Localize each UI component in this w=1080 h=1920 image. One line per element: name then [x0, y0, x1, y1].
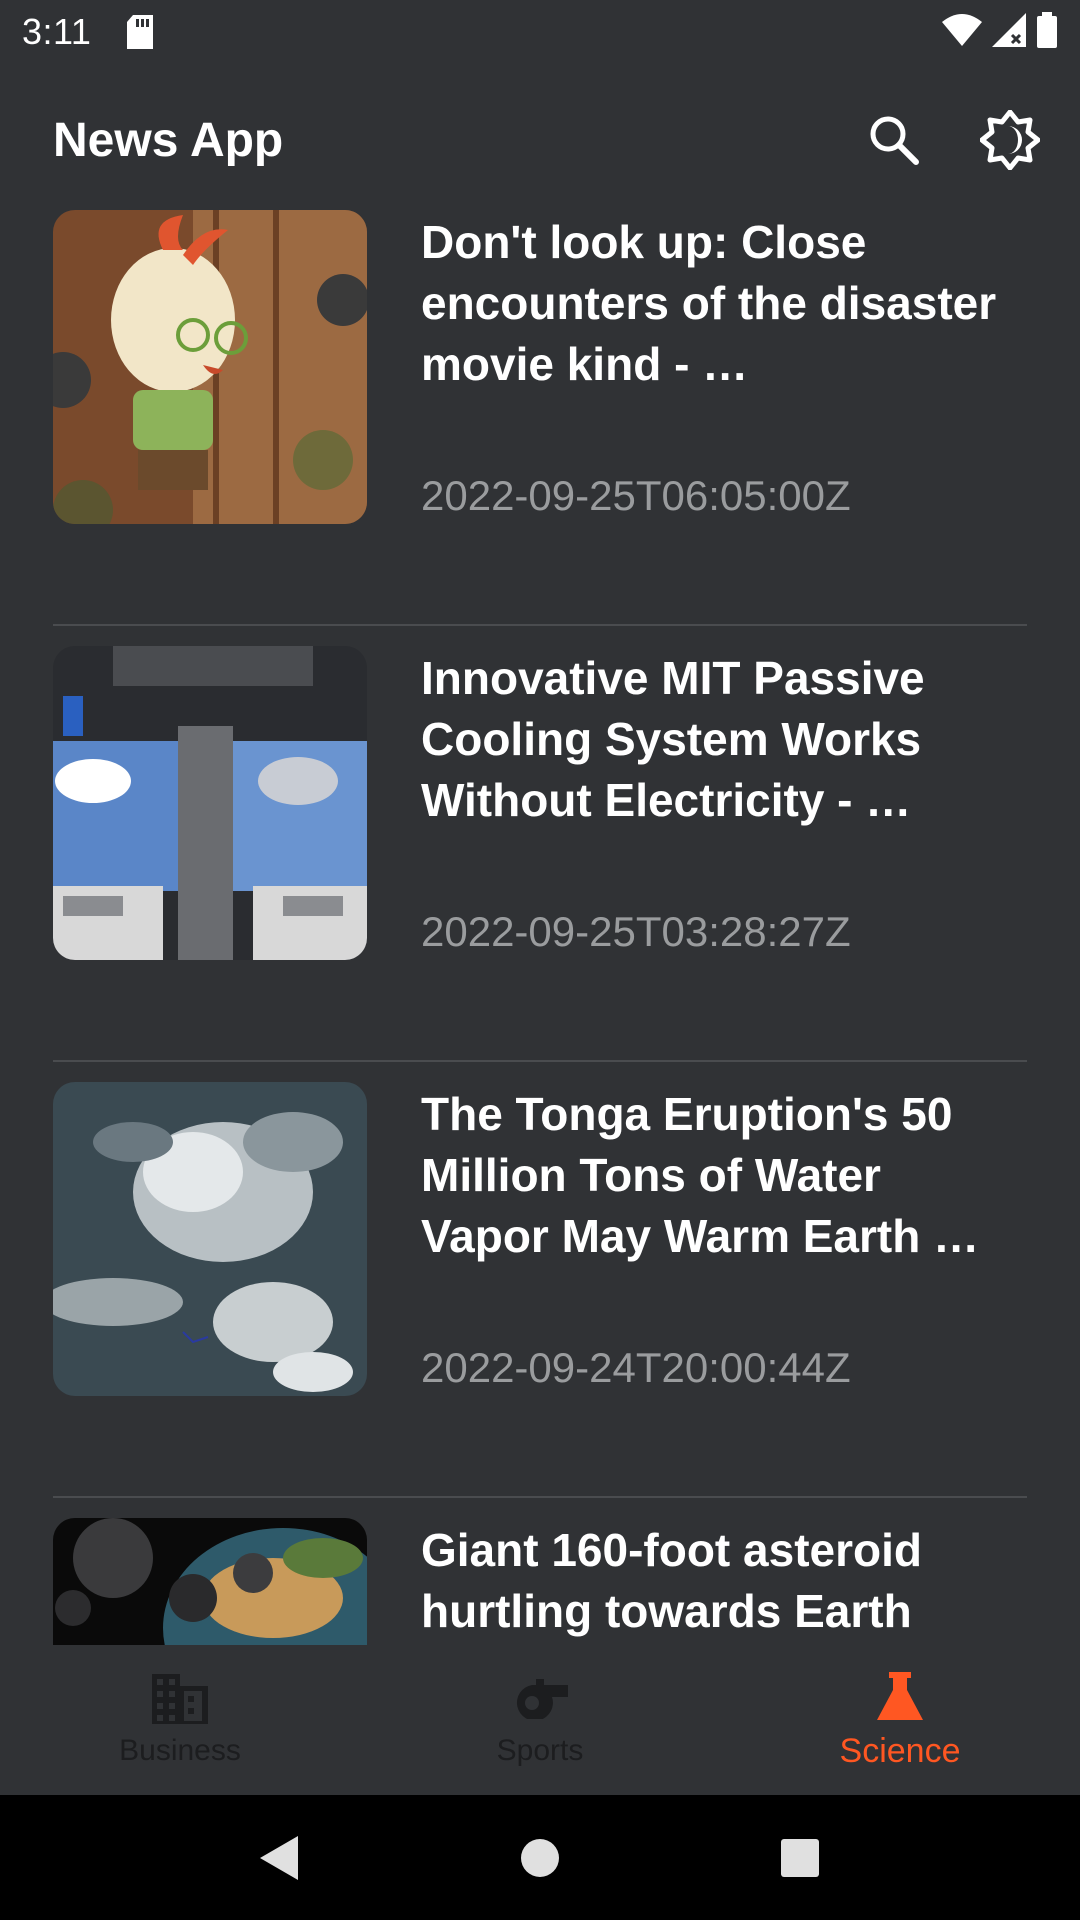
flask-icon	[870, 1670, 930, 1724]
nav-label: Science	[839, 1731, 961, 1770]
sd-card-icon	[125, 15, 155, 49]
news-title: The Tonga Eruption's 50 Million Tons of …	[421, 1088, 980, 1262]
app-title: News App	[53, 113, 284, 167]
news-date: 2022-09-25T06:05:00Z	[421, 472, 851, 519]
home-icon	[521, 1838, 559, 1877]
status-icons	[942, 11, 1058, 53]
whistle-icon	[510, 1672, 570, 1726]
news-thumbnail	[53, 210, 367, 524]
recents-icon	[781, 1838, 819, 1877]
building-icon	[150, 1672, 210, 1726]
news-item[interactable]: The Tonga Eruption's 50 Million Tons of …	[53, 1062, 1027, 1498]
theme-toggle-button[interactable]	[970, 100, 1050, 180]
news-item[interactable]: Giant 160-foot asteroid hurtling towards…	[53, 1498, 1027, 1645]
signal-icon	[992, 12, 1026, 52]
news-title: Don't look up: Close encounters of the d…	[421, 216, 997, 390]
back-button[interactable]	[250, 1828, 310, 1888]
status-bar: 3:11	[0, 0, 1080, 64]
battery-icon	[1036, 11, 1058, 53]
nav-label: Business	[119, 1734, 241, 1767]
news-title: Innovative MIT Passive Cooling System Wo…	[421, 652, 925, 826]
nav-item-sports[interactable]: Sports	[360, 1645, 720, 1795]
nav-label: Sports	[496, 1734, 584, 1767]
app-bar: News App	[0, 90, 1080, 190]
search-icon	[870, 116, 919, 165]
nav-item-business[interactable]: Business	[0, 1645, 360, 1795]
recents-button[interactable]	[770, 1828, 830, 1888]
news-list[interactable]: Don't look up: Close encounters of the d…	[0, 190, 1080, 1645]
bottom-navigation: Business Sports Science	[0, 1645, 1080, 1795]
home-button[interactable]	[510, 1828, 570, 1888]
news-thumbnail	[53, 1082, 367, 1396]
brightness-icon	[980, 110, 1040, 170]
news-item[interactable]: Innovative MIT Passive Cooling System Wo…	[53, 626, 1027, 1062]
news-item[interactable]: Don't look up: Close encounters of the d…	[53, 190, 1027, 626]
system-navigation-bar	[0, 1795, 1080, 1920]
status-time: 3:11	[22, 11, 92, 52]
wifi-icon	[942, 13, 982, 51]
news-date: 2022-09-24T20:00:44Z	[421, 1344, 851, 1391]
news-thumbnail	[53, 646, 367, 960]
news-date: 2022-09-25T03:28:27Z	[421, 908, 851, 955]
app-actions	[854, 100, 1080, 180]
nav-item-science[interactable]: Science	[720, 1645, 1080, 1795]
news-title: Giant 160-foot asteroid hurtling towards…	[421, 1524, 922, 1637]
search-button[interactable]	[854, 100, 934, 180]
back-icon	[260, 1835, 298, 1880]
news-thumbnail	[53, 1518, 367, 1645]
